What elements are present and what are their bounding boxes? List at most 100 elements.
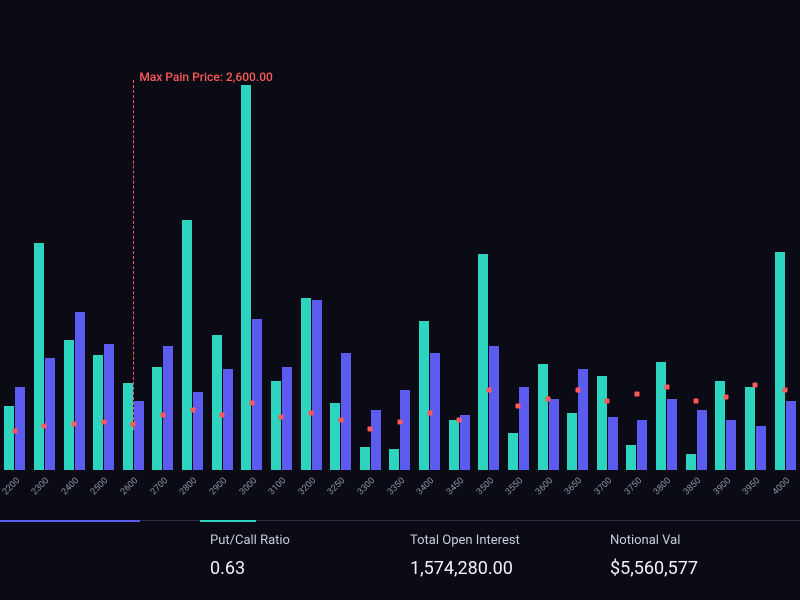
bar-pair: [770, 252, 800, 470]
ratio-dot: [160, 412, 165, 417]
call-bar[interactable]: [745, 387, 755, 470]
chart-dashboard: 2200230024002500260027002800290030003100…: [0, 0, 800, 600]
call-bar[interactable]: [567, 413, 577, 470]
strike-label: 3200: [297, 476, 318, 497]
ratio-dot: [279, 415, 284, 420]
ratio-dot: [309, 410, 314, 415]
put-bar[interactable]: [519, 387, 529, 470]
strike-label: 3750: [623, 476, 644, 497]
strike-label: 3650: [563, 476, 584, 497]
call-bar[interactable]: [626, 445, 636, 470]
ratio-dot: [516, 403, 521, 408]
put-bar[interactable]: [75, 312, 85, 470]
call-bar[interactable]: [34, 243, 44, 470]
strike-label: 3450: [445, 476, 466, 497]
put-bar[interactable]: [252, 319, 262, 470]
call-bar[interactable]: [656, 362, 666, 470]
bar-pair: [385, 390, 415, 470]
put-bar[interactable]: [134, 401, 144, 470]
strike-group: 3000: [237, 85, 267, 470]
strike-group: 3400: [415, 321, 445, 470]
call-bar[interactable]: [241, 85, 251, 470]
put-bar[interactable]: [726, 420, 736, 470]
strike-label: 3300: [356, 476, 377, 497]
strike-label: 4000: [771, 476, 792, 497]
strike-group: 3700: [593, 376, 623, 470]
call-bar[interactable]: [271, 381, 281, 470]
put-bar[interactable]: [341, 353, 351, 470]
call-bar[interactable]: [64, 340, 74, 470]
bar-pair: [89, 344, 119, 470]
call-bar[interactable]: [301, 298, 311, 470]
strike-label: 3000: [238, 476, 259, 497]
put-bar[interactable]: [549, 399, 559, 470]
put-bar[interactable]: [697, 410, 707, 470]
strike-label: 3700: [593, 476, 614, 497]
bar-pair: [356, 410, 386, 470]
ratio-dot: [575, 387, 580, 392]
call-bar[interactable]: [93, 355, 103, 470]
call-bar[interactable]: [389, 449, 399, 470]
put-bar[interactable]: [786, 401, 796, 470]
put-bar[interactable]: [460, 415, 470, 470]
strike-group: 2200: [0, 387, 30, 470]
stat-accent: [0, 520, 140, 522]
put-bar[interactable]: [637, 420, 647, 470]
max-pain-label: Max Pain Price: 2,600.00: [139, 70, 273, 84]
call-bar[interactable]: [449, 420, 459, 470]
put-bar[interactable]: [223, 369, 233, 470]
bar-pair: [415, 321, 445, 470]
put-bar[interactable]: [667, 399, 677, 470]
strike-label: 2600: [119, 476, 140, 497]
strike-group: 3950: [741, 387, 771, 470]
put-bar[interactable]: [163, 346, 173, 470]
call-bar[interactable]: [508, 433, 518, 470]
call-bar[interactable]: [597, 376, 607, 470]
stat-accent: [200, 520, 256, 522]
call-bar[interactable]: [686, 454, 696, 470]
put-bar[interactable]: [756, 426, 766, 470]
ratio-dot: [220, 412, 225, 417]
put-bar[interactable]: [312, 300, 322, 470]
ratio-dot: [664, 385, 669, 390]
call-bar[interactable]: [478, 254, 488, 470]
put-bar[interactable]: [608, 417, 618, 470]
strike-group: 3850: [681, 410, 711, 470]
max-pain-line: [133, 80, 134, 430]
put-bar[interactable]: [104, 344, 114, 470]
ratio-dot: [42, 424, 47, 429]
put-bar[interactable]: [371, 410, 381, 470]
call-bar[interactable]: [152, 367, 162, 470]
strike-label: 2400: [60, 476, 81, 497]
put-bar[interactable]: [400, 390, 410, 470]
call-bar[interactable]: [419, 321, 429, 470]
ratio-dot: [101, 419, 106, 424]
strike-label: 3800: [652, 476, 673, 497]
put-bar[interactable]: [193, 392, 203, 470]
bar-pair: [533, 364, 563, 470]
call-bar[interactable]: [212, 335, 222, 470]
put-bar[interactable]: [578, 369, 588, 470]
strike-group: 3800: [652, 362, 682, 470]
strike-label: 3950: [741, 476, 762, 497]
ratio-dot: [634, 392, 639, 397]
call-bar[interactable]: [182, 220, 192, 470]
strike-label: 2500: [89, 476, 110, 497]
call-bar[interactable]: [775, 252, 785, 470]
put-bar[interactable]: [489, 346, 499, 470]
put-bar[interactable]: [45, 358, 55, 470]
ratio-dot: [72, 422, 77, 427]
bar-pair: [30, 243, 60, 470]
call-bar[interactable]: [538, 364, 548, 470]
call-bar[interactable]: [4, 406, 14, 470]
strike-group: 3100: [267, 367, 297, 470]
ratio-dot: [397, 419, 402, 424]
strike-group: 3250: [326, 353, 356, 470]
strike-group: 2700: [148, 346, 178, 470]
stat-value: 0.63: [210, 558, 390, 579]
strike-group: 3550: [504, 387, 534, 470]
call-bar[interactable]: [360, 447, 370, 470]
strike-group: 2800: [178, 220, 208, 470]
call-bar[interactable]: [330, 403, 340, 470]
bar-pair: [593, 376, 623, 470]
